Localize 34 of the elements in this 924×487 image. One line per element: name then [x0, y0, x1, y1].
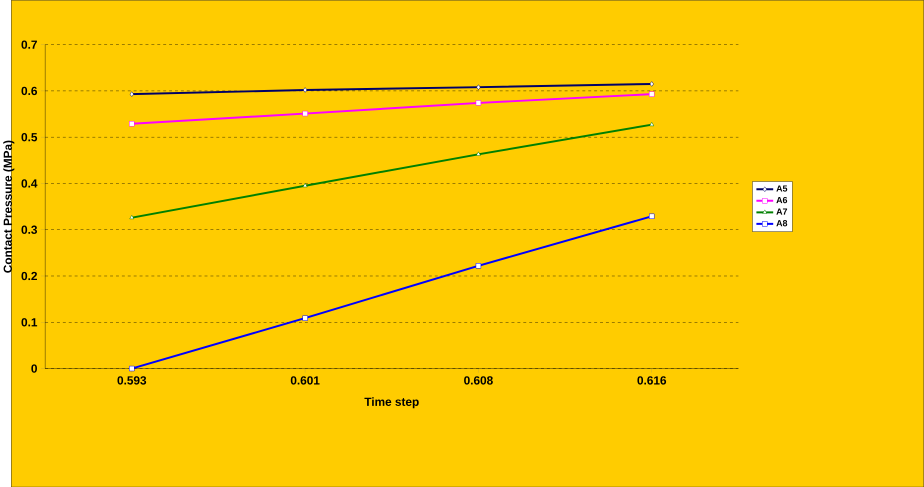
point — [129, 214, 134, 220]
y-axis-title: Contact Pressure (MPa) — [3, 140, 14, 273]
point — [129, 366, 134, 372]
x-tick-label: 0.601 — [290, 376, 320, 384]
x-tick-label: 0.616 — [637, 376, 666, 384]
legend-label: A5 — [776, 185, 788, 192]
point — [302, 182, 308, 188]
y-tick-label: 0.4 — [22, 179, 38, 188]
point — [650, 81, 654, 87]
point — [476, 151, 481, 156]
point — [649, 122, 654, 126]
point — [303, 87, 308, 93]
x-tick-label: 0.593 — [117, 376, 146, 384]
point — [130, 91, 134, 97]
point — [476, 84, 481, 90]
point — [302, 110, 308, 116]
y-tick-label: 0.2 — [22, 272, 37, 280]
y-tick-label: 0.3 — [22, 225, 38, 234]
point — [129, 120, 134, 126]
y-tick-label: 0.7 — [22, 40, 37, 49]
y-tick-label: 0.5 — [22, 132, 38, 142]
legend-label: A7 — [776, 208, 788, 215]
point — [476, 100, 482, 106]
point — [649, 91, 654, 97]
y-tick-label: 0.6 — [22, 86, 38, 95]
y-tick-label: 0.1 — [22, 318, 38, 326]
x-tick-label: 0.608 — [464, 376, 493, 384]
y-tick-label: 0 — [31, 364, 37, 373]
legend-label: A8 — [776, 220, 788, 226]
x-axis-title: Time step — [364, 397, 419, 408]
point — [649, 213, 654, 219]
point — [302, 315, 308, 321]
point — [476, 262, 482, 268]
legend-label: A6 — [776, 196, 788, 204]
